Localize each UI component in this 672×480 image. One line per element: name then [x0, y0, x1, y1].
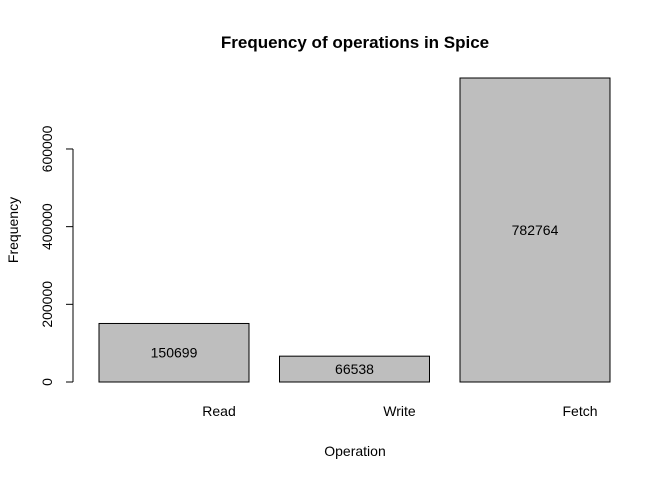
- bar-fetch: [459, 77, 611, 383]
- bar-value-label: 150699: [151, 345, 198, 361]
- y-tick-label: 600000: [39, 125, 55, 172]
- y-tick-label: 200000: [39, 281, 55, 328]
- y-axis-title: Frequency: [5, 197, 21, 263]
- x-axis-labels: Read Write Fetch: [202, 403, 597, 419]
- x-tick-label: Read: [202, 403, 235, 419]
- x-tick-label: Write: [383, 403, 416, 419]
- bar-value-label: 66538: [335, 361, 374, 377]
- y-tick-label: 0: [39, 378, 55, 386]
- bar-read: [98, 322, 250, 383]
- y-axis: 0 200000 400000 600000: [39, 125, 74, 386]
- x-tick-label: Fetch: [562, 403, 597, 419]
- x-axis-title: Operation: [324, 443, 385, 459]
- bars-group: 150699 66538 782764: [98, 77, 611, 383]
- chart-title: Frequency of operations in Spice: [221, 33, 489, 52]
- y-tick-label: 400000: [39, 203, 55, 250]
- bar-write: [279, 355, 430, 383]
- bar-value-label: 782764: [512, 222, 559, 238]
